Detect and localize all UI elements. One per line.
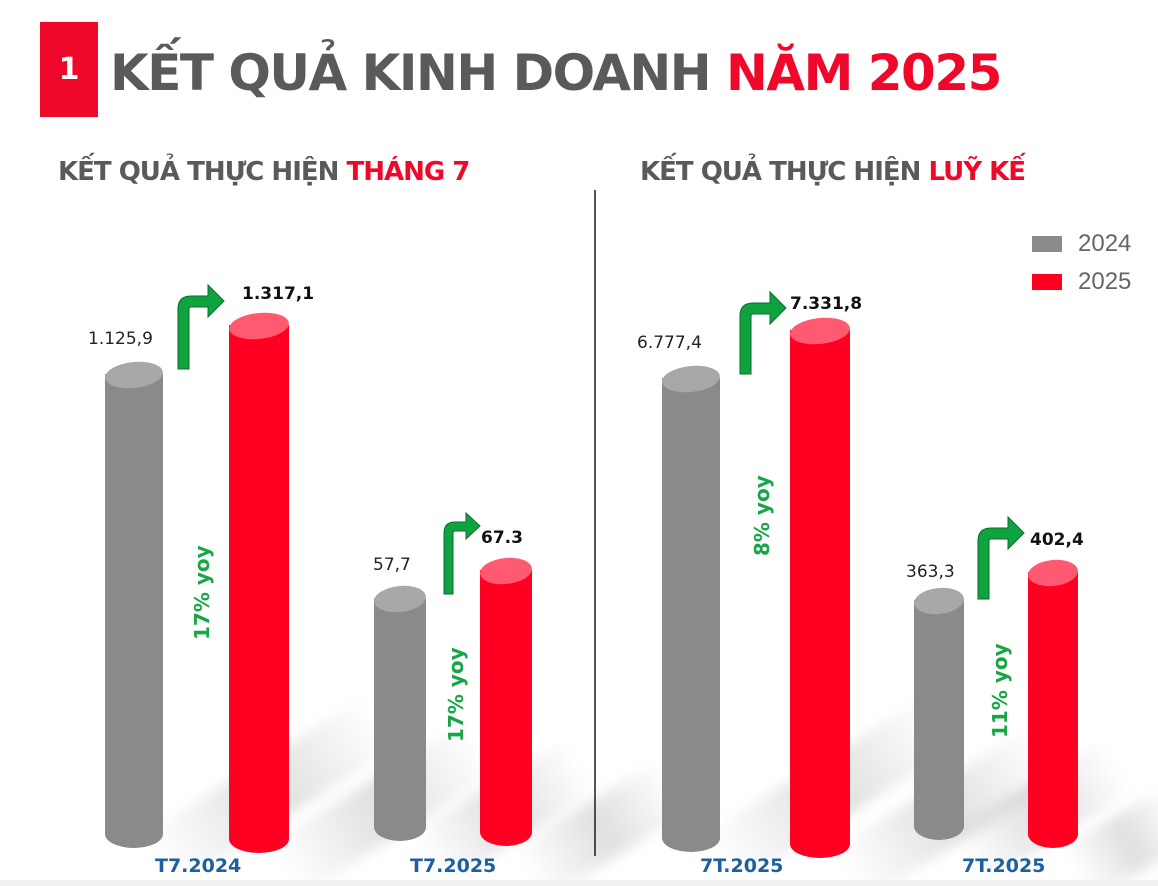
- category-label: 7T.2025: [962, 855, 1046, 877]
- page-title: KẾT QUẢ KINH DOANH NĂM 2025: [110, 44, 1002, 102]
- left-subtitle-highlight: THÁNG 7: [346, 157, 470, 187]
- category-label: T7.2025: [410, 855, 497, 877]
- bar-2025-group4: [1028, 572, 1078, 848]
- legend-label: 2025: [1078, 268, 1132, 295]
- right-subtitle-highlight: LUỸ KẾ: [928, 157, 1026, 187]
- left-subtitle-main: KẾT QUẢ THỰC HIỆN: [58, 157, 347, 187]
- yoy-label: 8% yoy: [750, 475, 774, 556]
- section-number-badge: 1: [40, 22, 98, 117]
- category-label: T7.2024: [155, 855, 242, 877]
- right-subtitle-main: KẾT QUẢ THỰC HIỆN: [640, 157, 929, 187]
- bar-2025-group2: [480, 570, 532, 846]
- right-panel-subtitle: KẾT QUẢ THỰC HIỆN LUỸ KẾ: [640, 157, 1026, 187]
- bar-2024-group1: [105, 374, 163, 848]
- yoy-label: 17% yoy: [190, 545, 214, 640]
- left-panel-subtitle: KẾT QUẢ THỰC HIỆN THÁNG 7: [58, 157, 470, 187]
- legend-label: 2024: [1078, 230, 1132, 257]
- value-label-2024: 6.777,4: [637, 333, 702, 353]
- chart-legend: 2024 2025: [1032, 225, 1131, 301]
- value-label-2024: 363,3: [906, 562, 955, 582]
- bar-2024-group3: [662, 378, 720, 852]
- bar-2025-group1: [229, 325, 289, 853]
- bottom-strip: [0, 880, 1158, 886]
- value-label-2025: 67.3: [481, 528, 523, 548]
- bar-2025-group3: [790, 330, 850, 858]
- page-title-main: KẾT QUẢ KINH DOANH: [110, 44, 727, 102]
- value-label-2025: 1.317,1: [242, 284, 315, 304]
- yoy-label: 11% yoy: [988, 643, 1012, 738]
- value-label-2024: 1.125,9: [88, 329, 153, 349]
- legend-item-2025: 2025: [1032, 263, 1131, 301]
- page-title-highlight: NĂM 2025: [726, 44, 1002, 102]
- legend-swatch-red: [1032, 274, 1062, 290]
- legend-swatch-gray: [1032, 236, 1062, 252]
- growth-arrow-icon: [177, 283, 225, 370]
- growth-arrow-icon: [739, 290, 787, 375]
- value-label-2024: 57,7: [373, 555, 411, 575]
- panel-divider: [594, 190, 596, 856]
- bar-2024-group2: [374, 598, 426, 841]
- value-label-2025: 402,4: [1030, 530, 1084, 550]
- bar-2024-group4: [914, 600, 964, 840]
- value-label-2025: 7.331,8: [790, 294, 863, 314]
- category-label: 7T.2025: [700, 855, 784, 877]
- yoy-label: 17% yoy: [444, 647, 468, 742]
- legend-item-2024: 2024: [1032, 225, 1131, 263]
- growth-arrow-icon: [977, 515, 1025, 600]
- growth-arrow-icon: [443, 511, 481, 595]
